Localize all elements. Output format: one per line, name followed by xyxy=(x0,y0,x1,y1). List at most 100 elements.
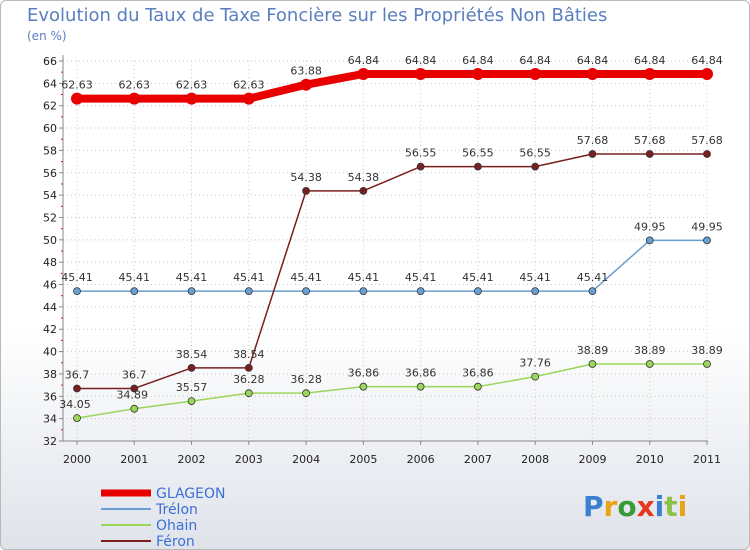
x-tick-label: 2009 xyxy=(578,453,606,466)
data-label: 36.86 xyxy=(348,367,380,380)
data-point xyxy=(359,382,368,391)
legend-label: GLAGEON xyxy=(156,486,226,502)
data-point xyxy=(130,287,139,296)
data-label: 45.41 xyxy=(577,271,609,284)
y-tick-label: 46 xyxy=(43,279,57,292)
data-label: 64.84 xyxy=(462,54,494,67)
data-label: 36.86 xyxy=(462,367,494,380)
data-label: 64.84 xyxy=(634,54,666,67)
data-label: 34.89 xyxy=(117,389,149,402)
x-tick-label: 2002 xyxy=(178,453,206,466)
data-label: 36.7 xyxy=(122,368,147,381)
data-point xyxy=(185,92,198,105)
data-label: 38.89 xyxy=(691,344,723,357)
logo-letter: i xyxy=(678,490,688,523)
y-tick-label: 34 xyxy=(43,413,57,426)
x-tick-label: 2003 xyxy=(235,453,263,466)
y-tick-label: 56 xyxy=(43,167,57,180)
data-point xyxy=(531,372,540,381)
data-point xyxy=(645,150,654,158)
data-point xyxy=(128,92,141,105)
data-label: 57.68 xyxy=(577,134,609,147)
y-tick-label: 38 xyxy=(43,368,57,381)
data-point xyxy=(643,67,656,80)
x-tick-label: 2008 xyxy=(521,453,549,466)
logo-letter: t xyxy=(664,490,677,523)
y-axis-unit: (en %) xyxy=(27,29,67,43)
x-tick-label: 2000 xyxy=(63,453,91,466)
y-tick-label: 36 xyxy=(43,390,57,403)
series-line-trélon xyxy=(76,239,708,292)
data-point xyxy=(73,287,81,296)
logo-letter: P xyxy=(583,490,604,523)
data-point xyxy=(359,186,368,195)
data-point xyxy=(474,382,482,391)
data-point xyxy=(416,382,425,391)
data-point xyxy=(416,162,425,171)
logo-letter: r xyxy=(604,490,618,523)
data-point xyxy=(645,360,654,368)
data-point xyxy=(701,67,713,80)
data-point xyxy=(187,287,196,296)
y-tick-label: 44 xyxy=(43,301,57,314)
data-label: 36.28 xyxy=(233,373,265,386)
data-label: 63.88 xyxy=(290,65,322,78)
chart-title: Evolution du Taux de Taxe Foncière sur l… xyxy=(27,5,608,26)
data-point xyxy=(645,236,654,245)
legend-label: Féron xyxy=(156,534,195,550)
x-tick-label: 2001 xyxy=(120,453,148,466)
data-label: 49.95 xyxy=(691,220,723,233)
series-line-glageon xyxy=(73,69,711,103)
proxiti-logo: Proxiti xyxy=(583,490,687,523)
data-label: 36.28 xyxy=(290,373,322,386)
data-label: 38.89 xyxy=(634,344,666,357)
legend-label: Ohain xyxy=(156,518,197,534)
data-point xyxy=(586,67,599,80)
data-point xyxy=(416,287,425,296)
y-tick-label: 64 xyxy=(43,77,57,90)
logo-letter: i xyxy=(655,490,665,523)
y-tick-label: 66 xyxy=(43,55,57,68)
data-point xyxy=(73,414,81,422)
x-tick-label: 2005 xyxy=(349,453,377,466)
data-label: 35.57 xyxy=(176,381,208,394)
data-label: 49.95 xyxy=(634,220,666,233)
legend-label: Trélon xyxy=(155,502,198,518)
data-point xyxy=(357,67,370,80)
data-label: 45.41 xyxy=(519,271,551,284)
y-tick-label: 58 xyxy=(43,144,57,157)
data-point xyxy=(242,92,255,105)
x-tick-label: 2011 xyxy=(693,453,721,466)
data-point xyxy=(529,67,542,80)
data-label: 64.84 xyxy=(348,54,380,67)
logo-letter: x xyxy=(637,490,655,523)
data-label: 45.41 xyxy=(462,271,494,284)
data-label: 64.84 xyxy=(577,54,609,67)
data-label: 34.05 xyxy=(59,398,91,411)
data-label: 45.41 xyxy=(233,271,265,284)
y-tick-label: 54 xyxy=(43,189,57,202)
series-line-ohain xyxy=(76,363,708,419)
y-tick-label: 60 xyxy=(43,122,57,135)
y-tick-label: 48 xyxy=(43,256,57,269)
data-point xyxy=(73,384,81,393)
series-line-féron xyxy=(76,153,708,390)
data-label: 45.41 xyxy=(405,271,437,284)
data-point xyxy=(531,287,540,296)
data-point xyxy=(359,287,368,296)
y-tick-label: 52 xyxy=(43,211,57,224)
y-tick-label: 32 xyxy=(43,435,57,448)
data-label: 38.54 xyxy=(176,348,208,361)
data-point xyxy=(71,92,83,105)
data-point xyxy=(244,287,253,296)
data-label: 45.41 xyxy=(290,271,322,284)
x-tick-label: 2007 xyxy=(464,453,492,466)
data-label: 36.86 xyxy=(405,367,437,380)
logo-letter: o xyxy=(617,490,636,523)
data-point xyxy=(474,287,482,296)
data-label: 64.84 xyxy=(519,54,551,67)
data-label: 56.55 xyxy=(405,147,437,160)
x-tick-label: 2010 xyxy=(636,453,664,466)
